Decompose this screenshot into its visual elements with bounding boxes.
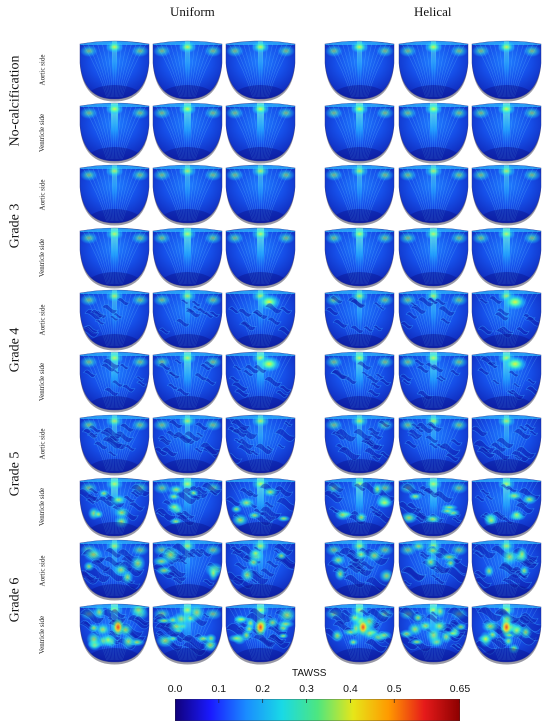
valve-map bbox=[324, 414, 395, 476]
valve-map bbox=[152, 414, 223, 476]
valve-map bbox=[324, 40, 395, 102]
valve-map bbox=[225, 477, 296, 539]
valve-map bbox=[152, 477, 223, 539]
valve-map bbox=[225, 351, 296, 413]
colorbar-gradient bbox=[175, 699, 460, 721]
valve-map bbox=[225, 164, 296, 226]
valve-map bbox=[398, 164, 469, 226]
valve-map bbox=[471, 414, 542, 476]
valve-map bbox=[79, 414, 150, 476]
valve-map bbox=[152, 227, 223, 289]
valve-map bbox=[324, 289, 395, 351]
valve-map bbox=[225, 227, 296, 289]
valve-map bbox=[225, 603, 296, 665]
valve-map bbox=[324, 603, 395, 665]
valve-map bbox=[471, 164, 542, 226]
valve-map bbox=[152, 102, 223, 164]
column-title-helical: Helical bbox=[414, 4, 452, 19]
colorbar-tick-label: 0.0 bbox=[167, 683, 183, 695]
valve-map bbox=[471, 289, 542, 351]
valve-map bbox=[152, 351, 223, 413]
valve-map bbox=[398, 102, 469, 164]
colorbar-tick-label: 0.3 bbox=[299, 683, 314, 695]
valve-map bbox=[471, 477, 542, 539]
colorbar-tick-label: 0.4 bbox=[343, 683, 358, 695]
colorbar-tick-label: 0.1 bbox=[211, 683, 227, 695]
valve-map bbox=[79, 351, 150, 413]
valve-map bbox=[225, 414, 296, 476]
valve-map bbox=[398, 227, 469, 289]
valve-map bbox=[398, 539, 469, 601]
valve-map bbox=[79, 289, 150, 351]
valve-map bbox=[398, 414, 469, 476]
valve-map bbox=[152, 40, 223, 102]
valve-map bbox=[471, 603, 542, 665]
colorbar bbox=[175, 699, 460, 721]
valve-map bbox=[225, 289, 296, 351]
valve-tawss-grid bbox=[79, 40, 542, 665]
colorbar-title: TAWSS bbox=[292, 668, 327, 679]
valve-map bbox=[79, 477, 150, 539]
valve-map bbox=[471, 351, 542, 413]
valve-map bbox=[324, 477, 395, 539]
valve-map bbox=[471, 539, 542, 601]
valve-map bbox=[152, 289, 223, 351]
valve-map bbox=[324, 351, 395, 413]
valve-map bbox=[152, 164, 223, 226]
valve-map bbox=[398, 40, 469, 102]
valve-map bbox=[152, 539, 223, 601]
valve-map bbox=[79, 164, 150, 226]
column-title-uniform: Uniform bbox=[170, 4, 215, 19]
valve-map bbox=[225, 102, 296, 164]
valve-map bbox=[225, 40, 296, 102]
valve-map bbox=[398, 603, 469, 665]
colorbar-tick-label: 0.65 bbox=[449, 683, 471, 695]
valve-map bbox=[79, 603, 150, 665]
valve-map bbox=[398, 289, 469, 351]
valve-map bbox=[324, 227, 395, 289]
valve-map bbox=[79, 102, 150, 164]
valve-map bbox=[152, 603, 223, 665]
colorbar-tick-label: 0.5 bbox=[386, 683, 402, 695]
valve-map bbox=[471, 227, 542, 289]
colorbar-tick-label: 0.2 bbox=[255, 683, 270, 695]
valve-map bbox=[398, 477, 469, 539]
valve-map bbox=[324, 164, 395, 226]
valve-map bbox=[79, 40, 150, 102]
valve-map bbox=[324, 102, 395, 164]
valve-map bbox=[471, 102, 542, 164]
valve-map bbox=[79, 227, 150, 289]
valve-map bbox=[79, 539, 150, 601]
valve-map bbox=[324, 539, 395, 601]
valve-map bbox=[398, 351, 469, 413]
valve-map bbox=[225, 539, 296, 601]
valve-map bbox=[471, 40, 542, 102]
